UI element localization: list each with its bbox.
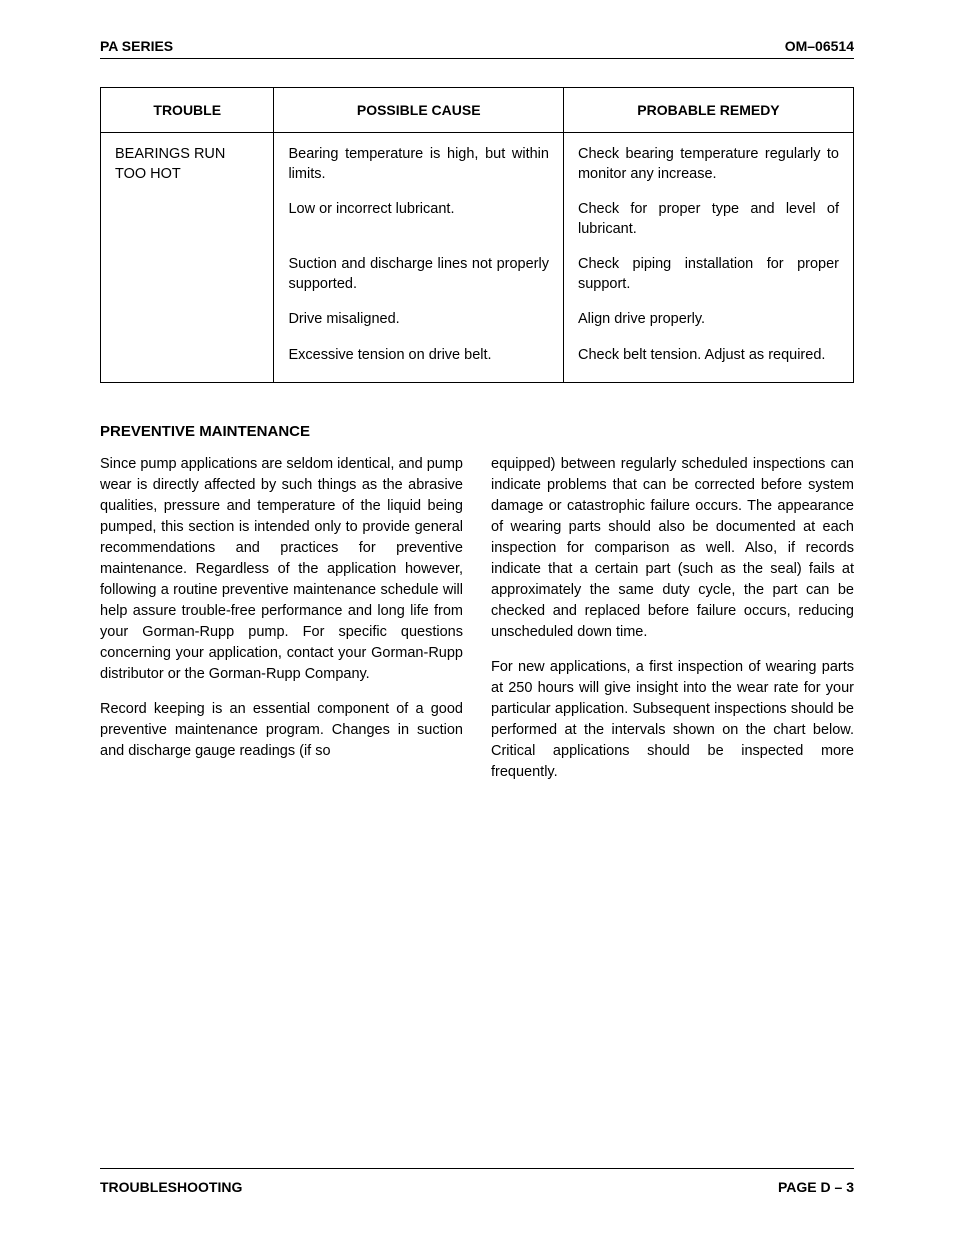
- footer-left: TROUBLESHOOTING: [100, 1179, 242, 1195]
- remedy-cell: Check piping installation for proper sup…: [563, 247, 853, 302]
- table-header-row: TROUBLE POSSIBLE CAUSE PROBABLE REMEDY: [101, 88, 853, 133]
- page-footer: TROUBLESHOOTING PAGE D – 3: [100, 1179, 854, 1195]
- header-right: OM–06514: [785, 38, 854, 54]
- cause-cell: Low or incorrect lubricant.: [274, 192, 564, 247]
- col-trouble: TROUBLE: [101, 88, 274, 133]
- footer-right: PAGE D – 3: [778, 1179, 854, 1195]
- footer-rule: [100, 1168, 854, 1169]
- table-row: BEARINGS RUN TOO HOT Bearing temperature…: [101, 133, 853, 193]
- col-remedy: PROBABLE REMEDY: [563, 88, 853, 133]
- trouble-cell: BEARINGS RUN TOO HOT: [101, 133, 274, 382]
- paragraph: equipped) between regularly scheduled in…: [491, 454, 854, 643]
- remedy-cell: Check bearing temperature regularly to m…: [563, 133, 853, 193]
- remedy-cell: Align drive properly.: [563, 302, 853, 338]
- cause-cell: Drive misaligned.: [274, 302, 564, 338]
- section-title: PREVENTIVE MAINTENANCE: [100, 423, 854, 440]
- page-header: PA SERIES OM–06514: [100, 38, 854, 59]
- cause-cell: Suction and discharge lines not properly…: [274, 247, 564, 302]
- cause-cell: Excessive tension on drive belt.: [274, 338, 564, 382]
- paragraph: Record keeping is an essential component…: [100, 699, 463, 762]
- troubleshooting-table: TROUBLE POSSIBLE CAUSE PROBABLE REMEDY B…: [100, 87, 854, 383]
- paragraph: Since pump applications are seldom ident…: [100, 454, 463, 685]
- body-columns: Since pump applications are seldom ident…: [100, 454, 854, 797]
- header-left: PA SERIES: [100, 38, 173, 54]
- col-cause: POSSIBLE CAUSE: [274, 88, 564, 133]
- remedy-cell: Check for proper type and level of lubri…: [563, 192, 853, 247]
- cause-cell: Bearing temperature is high, but within …: [274, 133, 564, 193]
- paragraph: For new applications, a first inspection…: [491, 657, 854, 783]
- remedy-cell: Check belt tension. Adjust as required.: [563, 338, 853, 382]
